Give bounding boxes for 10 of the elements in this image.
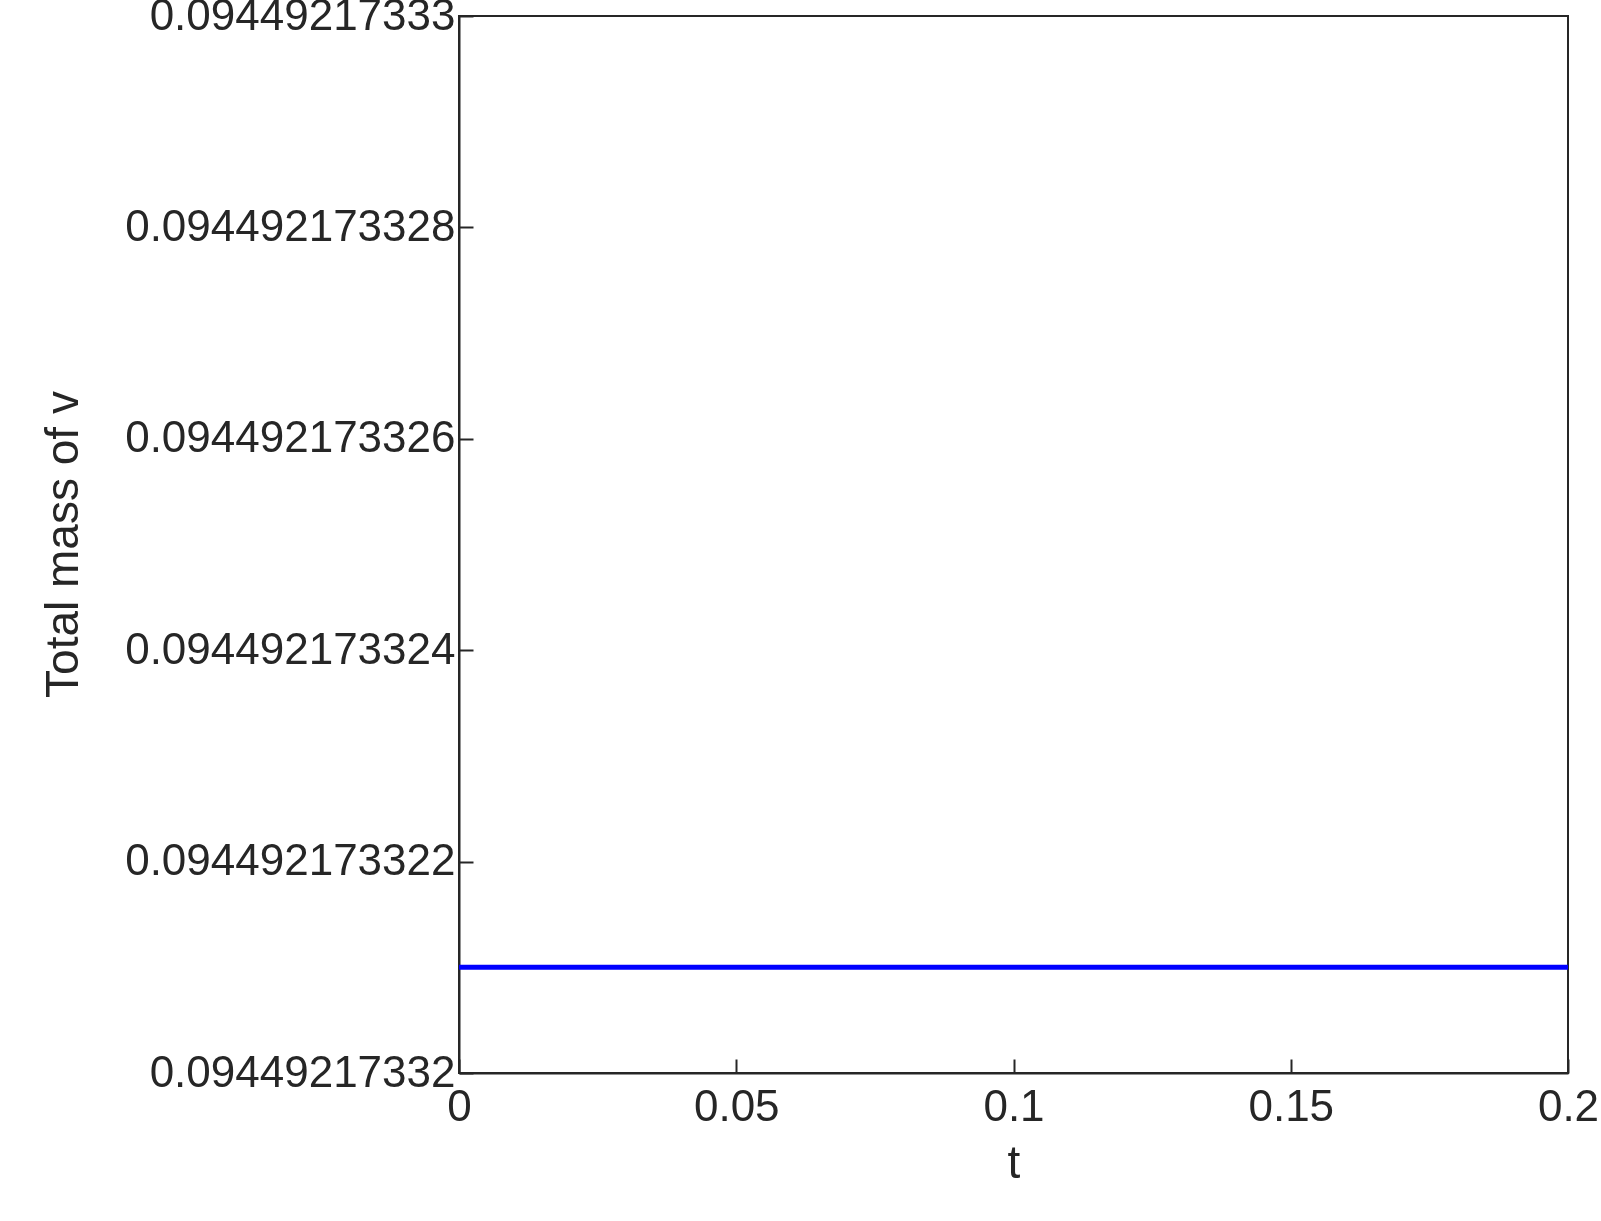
y-axis-title: Total mass of v [35, 391, 88, 698]
x-tick-label: 0.15 [1248, 1080, 1335, 1130]
x-tick-label: 0.2 [1537, 1080, 1600, 1130]
y-tick-label: 0.094492173324 [125, 623, 456, 673]
x-tick-label: 0.1 [983, 1080, 1045, 1130]
y-tick-label: 0.094492173328 [125, 200, 456, 250]
y-tick-label: 0.094492173322 [125, 835, 456, 885]
x-tick-label: 0.05 [693, 1080, 780, 1130]
x-axis-title: t [1007, 1135, 1021, 1188]
y-tick-label: 0.094492173326 [125, 412, 456, 462]
